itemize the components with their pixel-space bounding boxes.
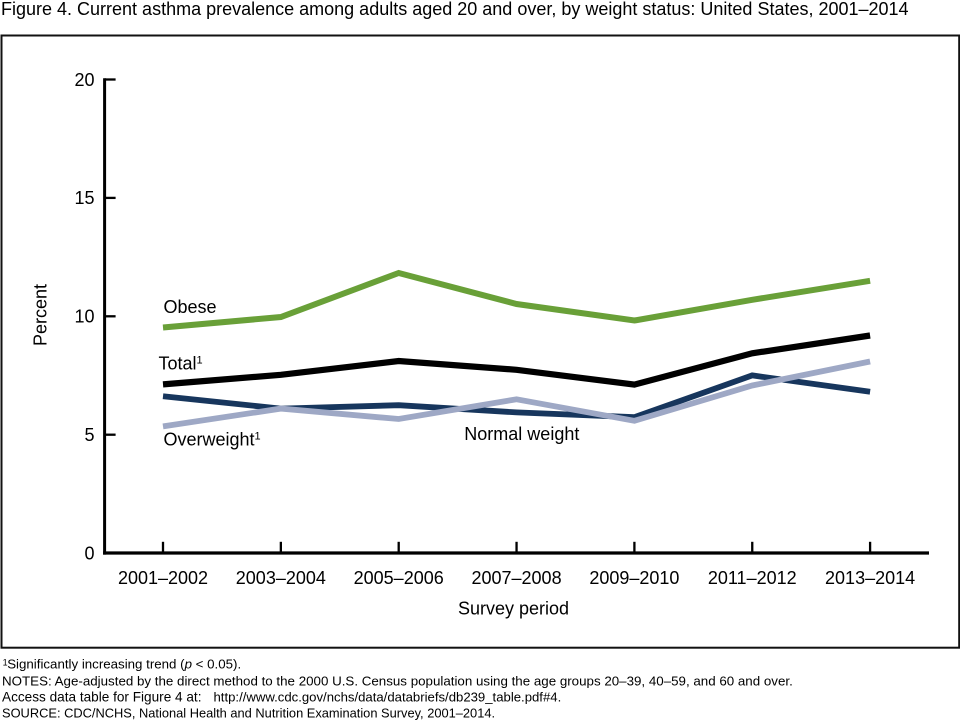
svg-text:20: 20 <box>74 70 94 90</box>
svg-text:1: 1 <box>3 657 8 667</box>
svg-text:5: 5 <box>84 425 94 445</box>
svg-text:10: 10 <box>74 307 94 327</box>
svg-text:Percent: Percent <box>31 284 51 346</box>
svg-text:2001–2002: 2001–2002 <box>118 568 208 588</box>
svg-text:SOURCE: CDC/NCHS, National Hea: SOURCE: CDC/NCHS, National Health and Nu… <box>2 706 495 721</box>
svg-text:2007–2008: 2007–2008 <box>471 568 561 588</box>
svg-text:Significantly increasing trend: Significantly increasing trend (p < 0.05… <box>7 657 241 672</box>
svg-text:Overweight1: Overweight1 <box>164 430 261 450</box>
svg-text:http://www.cdc.gov/nchs/data/d: http://www.cdc.gov/nchs/data/databriefs/… <box>214 690 562 705</box>
svg-text:Total1: Total1 <box>159 354 203 374</box>
svg-text:Access data table for Figure 4: Access data table for Figure 4 at: <box>2 690 201 705</box>
svg-text:2013–2014: 2013–2014 <box>825 568 915 588</box>
svg-text:2009–2010: 2009–2010 <box>589 568 679 588</box>
svg-text:Figure 4. Current asthma preva: Figure 4. Current asthma prevalence amon… <box>1 0 909 19</box>
svg-text:Normal weight: Normal weight <box>464 424 579 444</box>
svg-text:Survey period: Survey period <box>458 599 569 619</box>
svg-text:NOTES: Age-adjusted by the dir: NOTES: Age-adjusted by the direct method… <box>2 674 793 689</box>
svg-text:0: 0 <box>84 543 94 563</box>
svg-text:2003–2004: 2003–2004 <box>236 568 326 588</box>
svg-text:15: 15 <box>74 188 94 208</box>
svg-text:2005–2006: 2005–2006 <box>354 568 444 588</box>
svg-text:Obese: Obese <box>164 297 217 317</box>
svg-text:2011–2012: 2011–2012 <box>708 568 797 588</box>
